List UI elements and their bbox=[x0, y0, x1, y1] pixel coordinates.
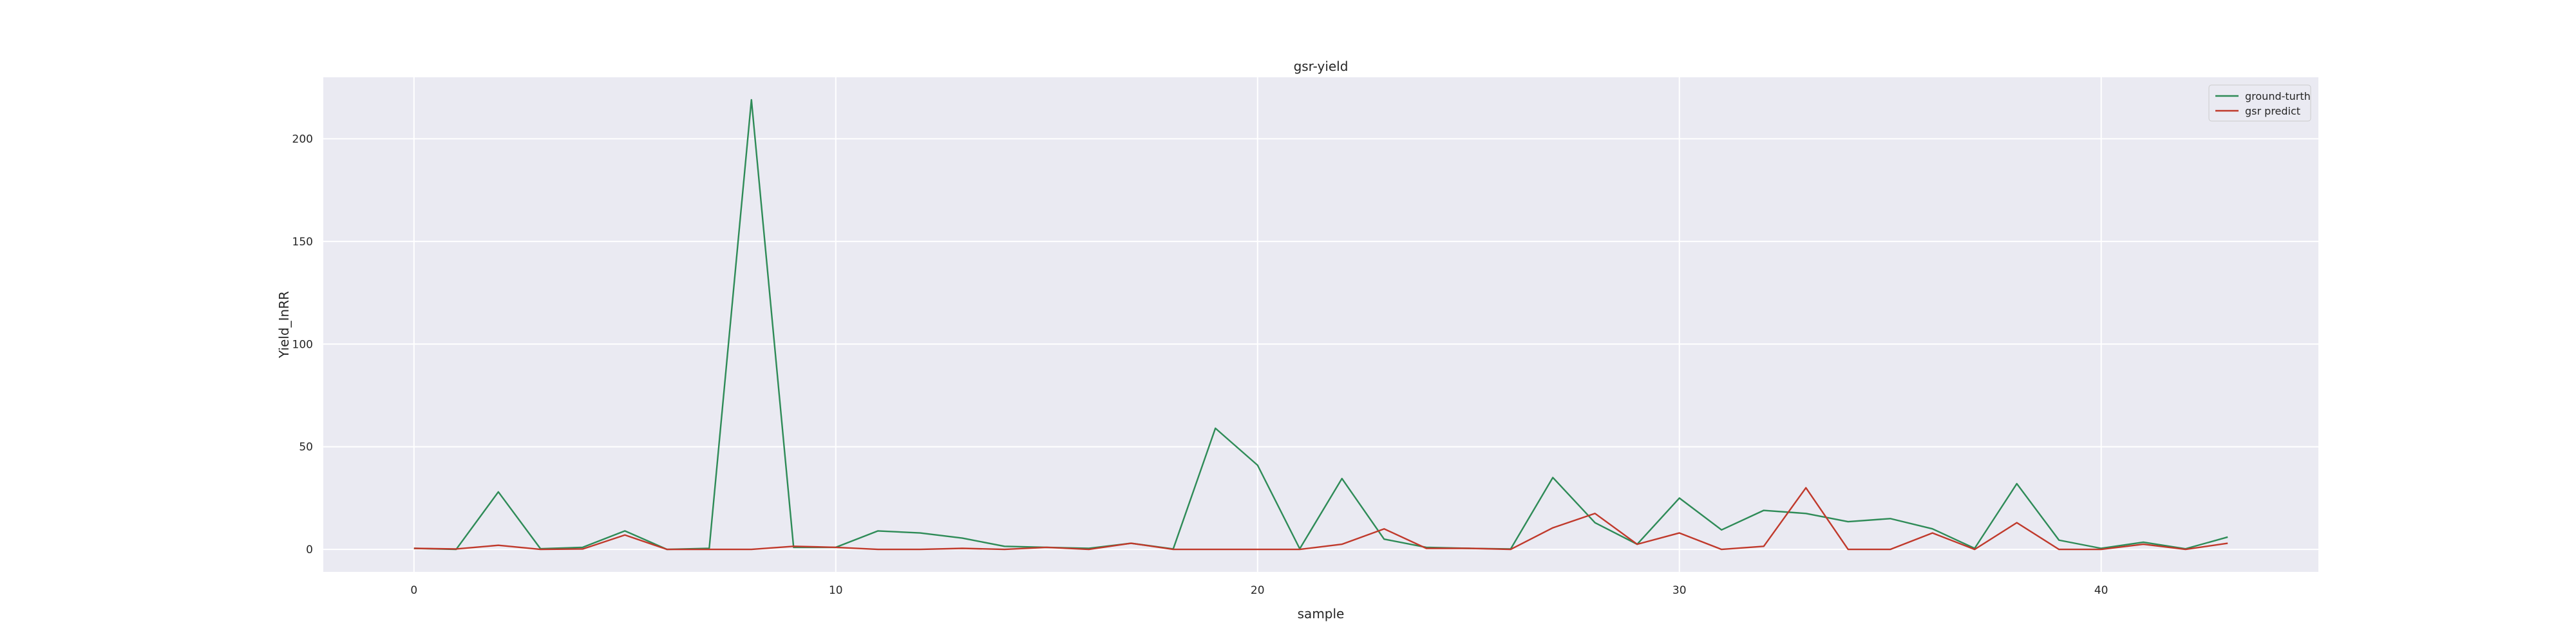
y-tick-label: 0 bbox=[306, 544, 313, 556]
y-tick-label: 150 bbox=[292, 236, 313, 249]
plot-area bbox=[323, 77, 2318, 572]
legend-label: ground-turth bbox=[2245, 90, 2311, 102]
series-line-2 bbox=[413, 487, 2228, 551]
y-tick-label: 200 bbox=[292, 133, 313, 146]
grid-lines bbox=[323, 77, 2318, 572]
legend-label: gsr predict bbox=[2245, 105, 2300, 117]
y-axis-ticks: 0 50 100 150 200 bbox=[292, 133, 313, 556]
legend: ground-turth gsr predict bbox=[2208, 84, 2311, 122]
x-tick-label: 20 bbox=[1251, 584, 1265, 597]
y-axis-label: Yield_InRR bbox=[276, 291, 292, 359]
series-line-1 bbox=[413, 99, 2228, 551]
x-tick-label: 10 bbox=[829, 584, 843, 597]
legend-items: ground-turth gsr predict bbox=[2215, 90, 2311, 117]
x-axis-label: sample bbox=[1298, 606, 1345, 621]
x-tick-label: 40 bbox=[2094, 584, 2108, 597]
x-tick-label: 0 bbox=[410, 584, 417, 597]
chart-title: gsr-yield bbox=[1294, 59, 1349, 74]
series-lines bbox=[413, 99, 2228, 551]
y-tick-label: 100 bbox=[292, 338, 313, 351]
legend-box bbox=[2208, 84, 2311, 122]
x-tick-label: 30 bbox=[1672, 584, 1687, 597]
y-tick-label: 50 bbox=[299, 441, 313, 454]
x-axis-ticks: 0 10 20 30 40 bbox=[410, 584, 2108, 597]
